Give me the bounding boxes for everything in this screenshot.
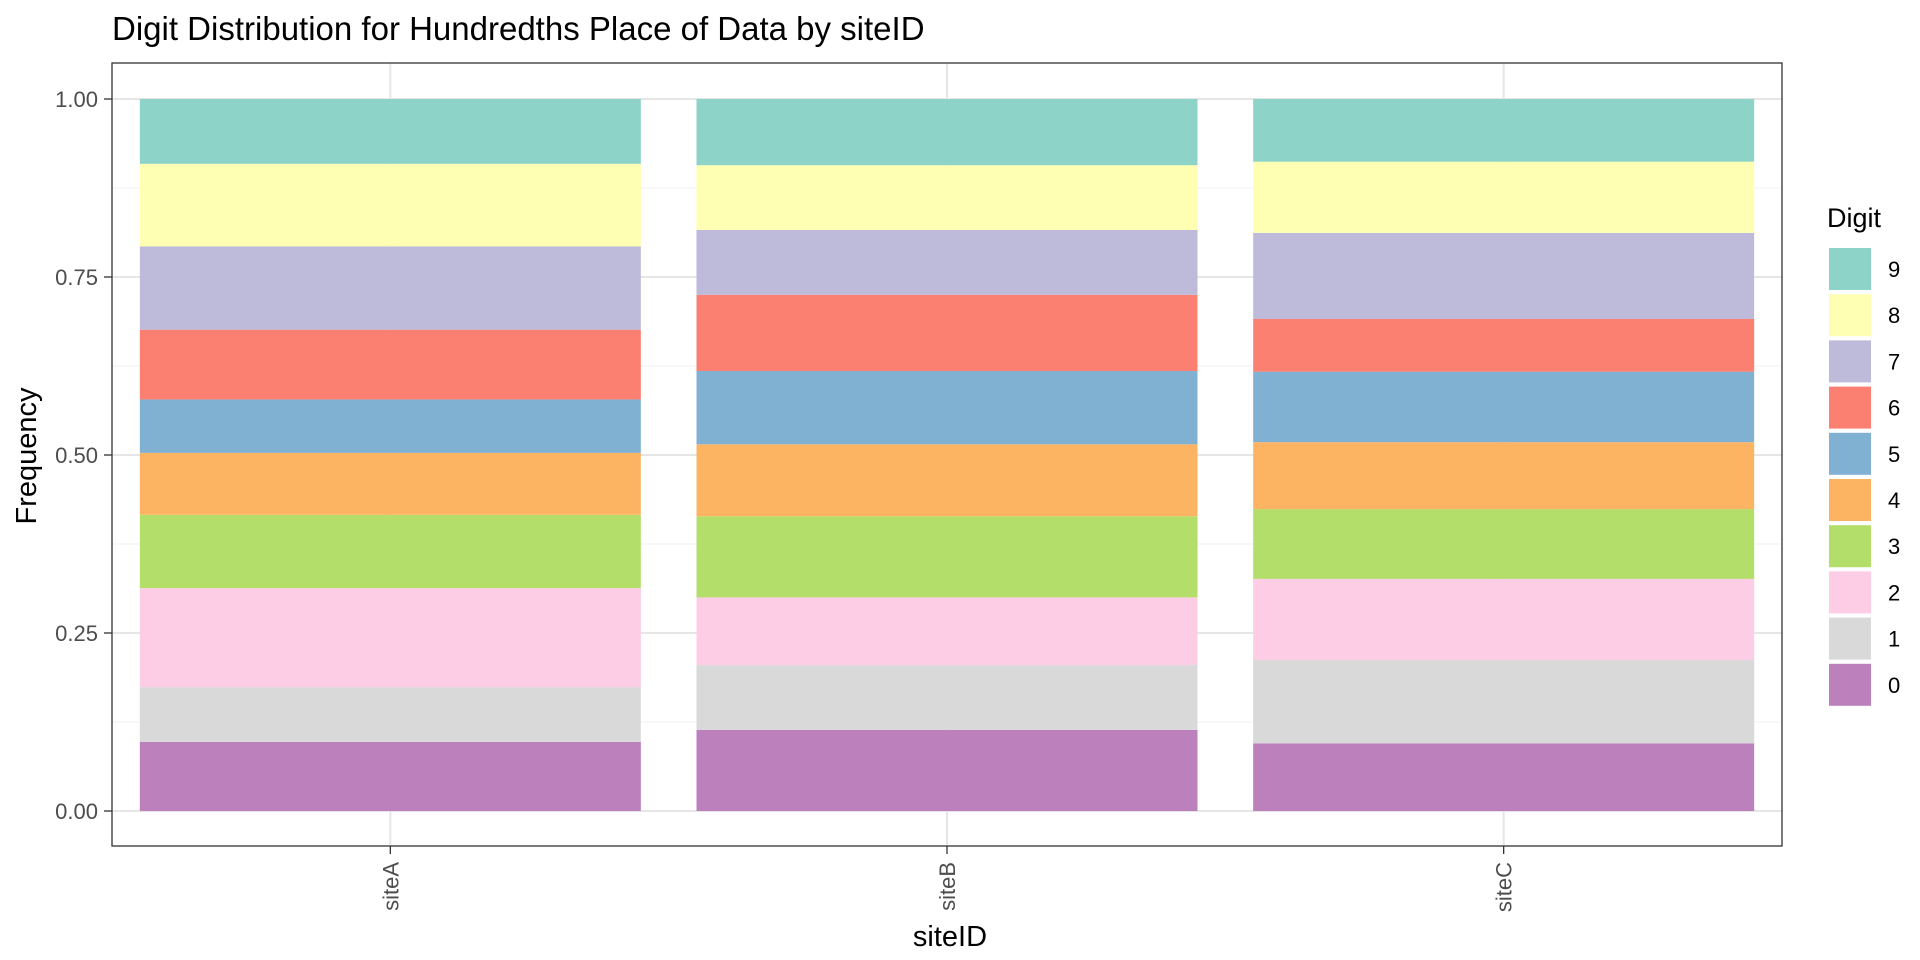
bar-segment-digit-4 bbox=[696, 444, 1198, 517]
legend-label: 3 bbox=[1888, 534, 1900, 559]
bar-segment-digit-6 bbox=[1253, 319, 1755, 372]
bar-segment-digit-8 bbox=[139, 163, 641, 247]
bar-segment-digit-1 bbox=[139, 687, 641, 742]
legend-item-2: 2 bbox=[1829, 571, 1900, 614]
y-axis-title: Frequency bbox=[11, 387, 43, 525]
bar-segment-digit-0 bbox=[139, 741, 641, 811]
legend-item-6: 6 bbox=[1829, 386, 1900, 429]
y-tick-label: 0.00 bbox=[55, 799, 98, 824]
bar-stack-siteA bbox=[139, 99, 641, 811]
legend-key bbox=[1829, 525, 1871, 568]
y-tick-label: 0.75 bbox=[55, 265, 98, 290]
legend-label: 9 bbox=[1888, 257, 1900, 282]
x-axis-title: siteID bbox=[913, 921, 987, 953]
bar-segment-digit-4 bbox=[139, 452, 641, 515]
legend-key bbox=[1829, 479, 1871, 521]
legend-label: 6 bbox=[1888, 396, 1900, 421]
bar-segment-digit-7 bbox=[1253, 232, 1755, 320]
y-tick-label: 0.25 bbox=[55, 621, 98, 646]
legend-key bbox=[1829, 617, 1871, 660]
y-axis: 0.00 0.25 0.50 0.75 1.00 bbox=[55, 87, 112, 824]
bar-segment-digit-9 bbox=[1253, 99, 1755, 162]
bar-segment-digit-7 bbox=[139, 246, 641, 330]
legend-key bbox=[1829, 386, 1871, 429]
bar-segment-digit-5 bbox=[139, 399, 641, 453]
bar-segment-digit-6 bbox=[696, 294, 1198, 371]
y-tick-label: 1.00 bbox=[55, 87, 98, 112]
legend-key bbox=[1829, 432, 1871, 475]
legend-item-8: 8 bbox=[1829, 294, 1900, 337]
bars bbox=[139, 99, 1755, 811]
bar-segment-digit-2 bbox=[1253, 578, 1755, 661]
legend-label: 8 bbox=[1888, 303, 1900, 328]
bar-segment-digit-8 bbox=[696, 165, 1198, 231]
legend-key bbox=[1829, 294, 1871, 337]
bar-segment-digit-6 bbox=[139, 329, 641, 400]
legend-label: 7 bbox=[1888, 349, 1900, 374]
legend-item-4: 4 bbox=[1829, 479, 1900, 521]
chart-title: Digit Distribution for Hundredths Place … bbox=[112, 10, 925, 47]
legend-item-1: 1 bbox=[1829, 617, 1900, 660]
bar-segment-digit-5 bbox=[696, 370, 1198, 445]
x-tick-label: siteB bbox=[935, 862, 960, 911]
bar-stack-siteC bbox=[1253, 99, 1755, 811]
bar-segment-digit-2 bbox=[696, 597, 1198, 666]
legend-item-9: 9 bbox=[1829, 248, 1900, 290]
bar-segment-digit-3 bbox=[696, 516, 1198, 598]
legend-label: 0 bbox=[1888, 673, 1900, 698]
legend-label: 5 bbox=[1888, 442, 1900, 467]
legend-key bbox=[1829, 248, 1871, 290]
legend-label: 4 bbox=[1888, 488, 1900, 513]
legend-key bbox=[1829, 340, 1871, 383]
bar-segment-digit-2 bbox=[139, 588, 641, 688]
legend-item-0: 0 bbox=[1829, 663, 1900, 706]
bar-segment-digit-1 bbox=[696, 665, 1198, 730]
x-tick-label: siteA bbox=[378, 862, 403, 911]
bar-stack-siteB bbox=[696, 99, 1198, 811]
bar-segment-digit-4 bbox=[1253, 442, 1755, 510]
legend-item-3: 3 bbox=[1829, 525, 1900, 568]
legend-label: 2 bbox=[1888, 580, 1900, 605]
bar-segment-digit-9 bbox=[696, 99, 1198, 166]
bar-segment-digit-5 bbox=[1253, 371, 1755, 443]
legend-title: Digit bbox=[1827, 203, 1882, 233]
bar-segment-digit-3 bbox=[139, 514, 641, 589]
legend-label: 1 bbox=[1888, 627, 1900, 652]
y-tick-label: 0.50 bbox=[55, 443, 98, 468]
bar-segment-digit-7 bbox=[696, 230, 1198, 295]
x-axis: siteA siteB siteC bbox=[378, 846, 1517, 912]
legend-key bbox=[1829, 571, 1871, 614]
legend-item-7: 7 bbox=[1829, 340, 1900, 383]
bar-segment-digit-0 bbox=[696, 729, 1198, 811]
bar-segment-digit-3 bbox=[1253, 509, 1755, 579]
bar-segment-digit-9 bbox=[139, 99, 641, 164]
bar-segment-digit-1 bbox=[1253, 660, 1755, 744]
bar-segment-digit-0 bbox=[1253, 743, 1755, 811]
legend-key bbox=[1829, 663, 1871, 706]
bar-segment-digit-8 bbox=[1253, 161, 1755, 233]
x-tick-label: siteC bbox=[1492, 862, 1517, 912]
legend-item-5: 5 bbox=[1829, 432, 1900, 475]
